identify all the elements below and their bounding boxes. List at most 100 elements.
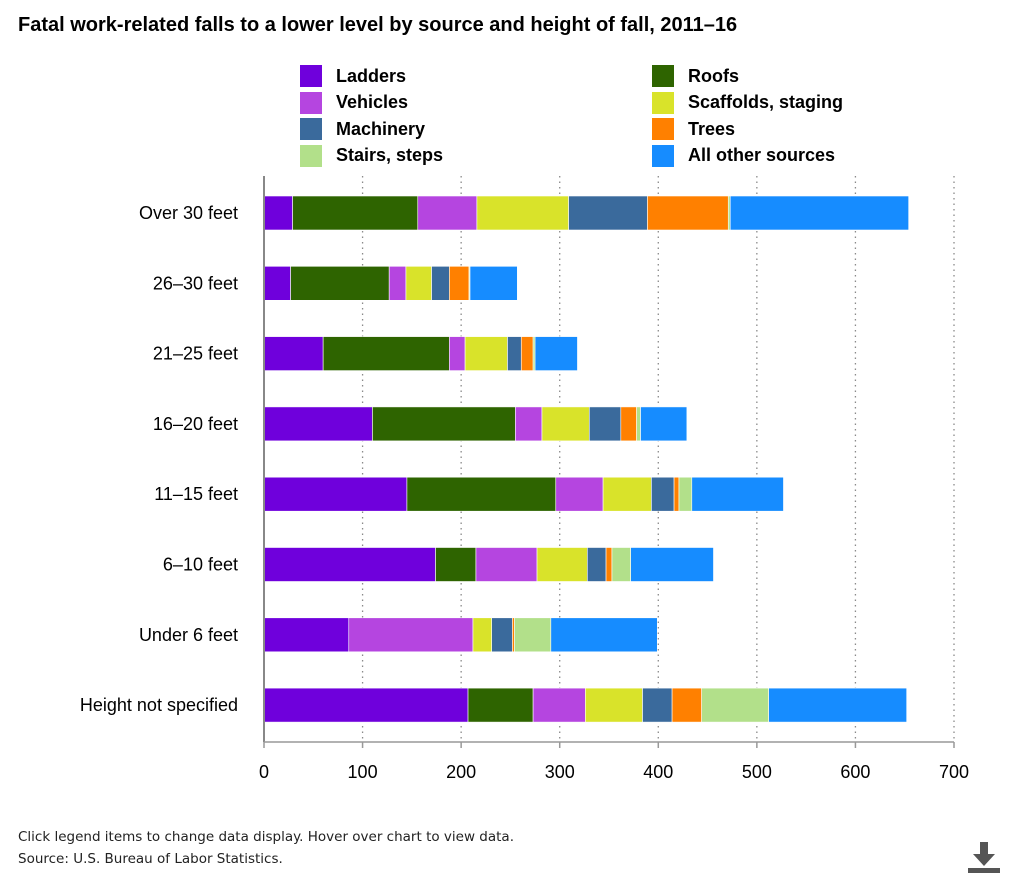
bar-segment-scaffolds-staging-over-30-feet[interactable]: Over 30 feet — Scaffolds, staging: 93 [476, 195, 569, 231]
legend-label: Roofs [688, 65, 739, 86]
legend-label: Vehicles [336, 92, 409, 112]
download-icon[interactable] [964, 838, 1004, 878]
bar-segment-trees-16-20-feet[interactable]: 16–20 feet — Trees: 16 [620, 406, 637, 442]
footer-note: Click legend items to change data displa… [18, 829, 514, 845]
bar-segment-machinery-16-20-feet[interactable]: 16–20 feet — Machinery: 32 [588, 406, 622, 442]
bar-segment-scaffolds-staging-11-15-feet[interactable]: 11–15 feet — Scaffolds, staging: 49 [602, 476, 652, 512]
bar-segment-machinery-under-6-feet[interactable]: Under 6 feet — Machinery: 21 [491, 617, 513, 653]
footer-source: Source: U.S. Bureau of Labor Statistics. [18, 851, 283, 867]
bar-segment-roofs-21-25-feet[interactable]: 21–25 feet — Roofs: 128 [322, 336, 450, 371]
bar-segment-all-other-sources-height-not-specified[interactable]: Height not specified — All other sources… [768, 687, 907, 723]
bar-segment-all-other-sources-over-30-feet[interactable]: Over 30 feet — All other sources: 181 [729, 195, 909, 231]
legend-item-vehicles[interactable]: Vehicles [300, 91, 408, 115]
legend-swatch [652, 118, 674, 140]
bar-segment-all-other-sources-6-10-feet[interactable]: 6–10 feet — All other sources: 84 [630, 547, 714, 582]
legend-label: Trees [688, 118, 736, 139]
bar-segment-all-other-sources-26-30-feet[interactable]: 26–30 feet — All other sources: 48 [469, 265, 518, 301]
bar-segment-scaffolds-staging-21-25-feet[interactable]: 21–25 feet — Scaffolds, staging: 43 [464, 336, 508, 371]
bar-segment-machinery-21-25-feet[interactable]: 21–25 feet — Machinery: 14 [507, 336, 522, 371]
bar-segment-vehicles-height-not-specified[interactable]: Height not specified — Vehicles: 53 [532, 687, 586, 723]
x-tick-label: 700 [939, 762, 969, 782]
legend-item-ladders[interactable]: Ladders [300, 64, 406, 88]
bar-segment-stairs-steps-height-not-specified[interactable]: Height not specified — Stairs, steps: 68 [701, 687, 769, 723]
category-label: Under 6 feet [139, 625, 238, 645]
bar-segment-trees-over-30-feet[interactable]: Over 30 feet — Trees: 82 [647, 195, 729, 231]
legend-swatch [300, 144, 322, 167]
bar-segment-vehicles-26-30-feet[interactable]: 26–30 feet — Vehicles: 17 [388, 265, 407, 301]
legend-swatch [652, 144, 674, 167]
bar-segment-ladders-26-30-feet[interactable]: 26–30 feet — Ladders: 27 [263, 265, 291, 301]
bar-segment-machinery-26-30-feet[interactable]: 26–30 feet — Machinery: 18 [431, 265, 450, 301]
bar-segment-machinery-over-30-feet[interactable]: Over 30 feet — Machinery: 80 [568, 195, 648, 231]
bar-segment-stairs-steps-16-20-feet[interactable]: 16–20 feet — Stairs, steps: 4 [636, 406, 641, 442]
bar-segment-roofs-over-30-feet[interactable]: Over 30 feet — Roofs: 127 [292, 195, 419, 231]
legend-item-all-other-sources[interactable]: All other sources [652, 144, 835, 168]
bar-segment-scaffolds-staging-height-not-specified[interactable]: Height not specified — Scaffolds, stagin… [585, 687, 643, 723]
legend-item-trees[interactable]: Trees [652, 117, 735, 141]
legend-item-machinery[interactable]: Machinery [300, 117, 425, 141]
bar-segment-vehicles-under-6-feet[interactable]: Under 6 feet — Vehicles: 126 [348, 617, 474, 653]
legend-label: Scaffolds, staging [688, 92, 844, 112]
bar-segment-trees-6-10-feet[interactable]: 6–10 feet — Trees: 6 [605, 547, 613, 582]
category-label: 21–25 feet [153, 344, 238, 364]
category-label: 11–15 feet [154, 484, 238, 504]
bar-segment-ladders-16-20-feet[interactable]: 16–20 feet — Ladders: 110 [263, 406, 373, 442]
x-tick-label: 400 [643, 762, 673, 782]
legend-label: Ladders [336, 65, 407, 86]
chart-title: Fatal work-related falls to a lower leve… [18, 14, 738, 36]
bar-segment-scaffolds-staging-under-6-feet[interactable]: Under 6 feet — Scaffolds, staging: 19 [472, 617, 493, 653]
bar-segment-trees-26-30-feet[interactable]: 26–30 feet — Trees: 20 [449, 265, 470, 301]
bar-segment-stairs-steps-under-6-feet[interactable]: Under 6 feet — Stairs, steps: 37 [514, 617, 552, 653]
bar-segment-trees-11-15-feet[interactable]: 11–15 feet — Trees: 5 [673, 476, 680, 512]
bar-segment-scaffolds-staging-16-20-feet[interactable]: 16–20 feet — Scaffolds, staging: 48 [541, 406, 590, 442]
legend: Ladders Vehicles Machinery Stairs, steps Roo… [300, 64, 920, 172]
category-label: Height not specified [80, 695, 238, 715]
bar-segment-vehicles-11-15-feet[interactable]: 11–15 feet — Vehicles: 48 [555, 476, 604, 512]
bar-segment-roofs-26-30-feet[interactable]: 26–30 feet — Roofs: 100 [290, 265, 390, 301]
legend-swatch [652, 91, 674, 114]
bar-segment-all-other-sources-11-15-feet[interactable]: 11–15 feet — All other sources: 93 [691, 476, 784, 512]
bar-segment-trees-21-25-feet[interactable]: 21–25 feet — Trees: 12 [520, 336, 534, 371]
bar-segment-vehicles-16-20-feet[interactable]: 16–20 feet — Vehicles: 27 [515, 406, 543, 442]
legend-label: Stairs, steps [336, 145, 444, 165]
bar-segment-all-other-sources-21-25-feet[interactable]: 21–25 feet — All other sources: 43 [534, 336, 578, 371]
legend-swatch [652, 65, 674, 87]
stacked-bar-chart[interactable]: Over 30 feet — Ladders: 29Over 30 feet —… [0, 0, 1024, 800]
legend-item-stairs-steps[interactable]: Stairs, steps [300, 144, 443, 168]
bar-segment-scaffolds-staging-26-30-feet[interactable]: 26–30 feet — Scaffolds, staging: 26 [405, 265, 432, 301]
bar-segment-ladders-under-6-feet[interactable]: Under 6 feet — Ladders: 86 [263, 617, 350, 653]
bar-segment-stairs-steps-6-10-feet[interactable]: 6–10 feet — Stairs, steps: 19 [611, 547, 631, 582]
category-label: 6–10 feet [163, 555, 238, 575]
bar-segment-ladders-6-10-feet[interactable]: 6–10 feet — Ladders: 174 [263, 547, 436, 582]
legend-item-scaffolds-staging[interactable]: Scaffolds, staging [652, 91, 843, 115]
bar-segment-machinery-6-10-feet[interactable]: 6–10 feet — Machinery: 19 [587, 547, 607, 582]
bar-segment-ladders-21-25-feet[interactable]: 21–25 feet — Ladders: 60 [263, 336, 324, 371]
bar-segment-roofs-11-15-feet[interactable]: 11–15 feet — Roofs: 151 [406, 476, 557, 512]
bar-segment-ladders-height-not-specified[interactable]: Height not specified — Ladders: 207 [263, 687, 469, 723]
x-tick-label: 300 [545, 762, 575, 782]
bar-segment-vehicles-6-10-feet[interactable]: 6–10 feet — Vehicles: 62 [475, 547, 538, 582]
legend-swatch [300, 91, 322, 114]
bar-segment-trees-height-not-specified[interactable]: Height not specified — Trees: 30 [671, 687, 702, 723]
bar-segment-all-other-sources-under-6-feet[interactable]: Under 6 feet — All other sources: 108 [550, 617, 658, 653]
category-label: 26–30 feet [153, 273, 238, 293]
bar-segment-vehicles-21-25-feet[interactable]: 21–25 feet — Vehicles: 16 [449, 336, 466, 371]
bar-segment-all-other-sources-16-20-feet[interactable]: 16–20 feet — All other sources: 47 [640, 406, 688, 442]
bar-segment-machinery-height-not-specified[interactable]: Height not specified — Machinery: 30 [642, 687, 673, 723]
legend-swatch [300, 118, 322, 140]
legend-item-roofs[interactable]: Roofs [652, 64, 739, 88]
bar-segment-machinery-11-15-feet[interactable]: 11–15 feet — Machinery: 23 [651, 476, 675, 512]
bar-segment-roofs-16-20-feet[interactable]: 16–20 feet — Roofs: 145 [372, 406, 516, 442]
bar-segment-ladders-over-30-feet[interactable]: Over 30 feet — Ladders: 29 [263, 195, 293, 231]
bar-segment-scaffolds-staging-6-10-feet[interactable]: 6–10 feet — Scaffolds, staging: 51 [536, 547, 588, 582]
bar-segment-ladders-11-15-feet[interactable]: 11–15 feet — Ladders: 145 [263, 476, 408, 512]
bar-segment-vehicles-over-30-feet[interactable]: Over 30 feet — Vehicles: 60 [417, 195, 478, 231]
bar-segment-roofs-6-10-feet[interactable]: 6–10 feet — Roofs: 41 [435, 547, 477, 582]
legend-label: Machinery [336, 118, 426, 139]
legend-swatch [300, 65, 322, 87]
category-label: 16–20 feet [153, 414, 238, 434]
x-tick-label: 600 [840, 762, 870, 782]
x-tick-label: 200 [446, 762, 476, 782]
bar-segment-roofs-height-not-specified[interactable]: Height not specified — Roofs: 66 [467, 687, 534, 723]
bar-segment-stairs-steps-11-15-feet[interactable]: 11–15 feet — Stairs, steps: 13 [678, 476, 693, 512]
